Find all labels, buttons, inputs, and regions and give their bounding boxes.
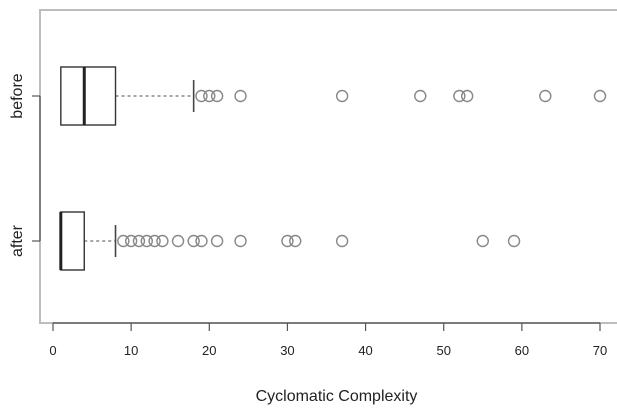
x-tick-label: 30 [280,343,294,358]
outlier-point-before-6 [453,89,466,103]
x-tick-label: 70 [593,343,607,358]
outlier-point-after-1 [124,234,138,248]
box-before [60,66,117,126]
outlier-point-after-8 [195,234,208,248]
outlier-point-after-13 [335,234,349,248]
outlier-point-after-7 [187,234,200,248]
outlier-point-after-14 [476,234,489,248]
outlier-point-before-9 [593,89,607,103]
outlier-point-after-3 [140,234,153,248]
x-tick-label: 10 [124,343,138,358]
outlier-point-after-6 [171,234,185,248]
outlier-point-after-11 [281,234,294,248]
outlier-point-before-7 [460,89,474,103]
x-tick-label: 40 [358,343,372,358]
x-axis: 0 10 20 30 40 50 60 70 [49,322,607,358]
outlier-point-after-2 [132,234,146,248]
x-tick-label: 20 [202,343,216,358]
outlier-point-after-10 [234,234,247,248]
outlier-point-after-5 [156,234,169,248]
outlier-point-after-15 [507,234,521,248]
x-tick-label: 50 [436,343,450,358]
x-axis-title: Cyclomatic Complexity [256,388,418,405]
series-before [60,66,607,126]
y-axis: before after [9,73,41,257]
plot-frame [39,9,617,324]
outlier-point-before-3 [234,89,247,103]
outlier-point-before-4 [335,89,349,103]
chart-marks [59,66,607,271]
outlier-point-after-4 [148,234,161,248]
outlier-point-before-8 [539,89,552,103]
outlier-point-after-12 [289,234,302,248]
outlier-point-after-9 [210,234,224,248]
x-tick-label: 60 [515,343,529,358]
outlier-point-before-1 [203,89,216,103]
y-tick-label: before [9,73,26,118]
y-tick-label: after [9,224,26,257]
outlier-point-before-2 [210,89,224,103]
x-tick-label: 0 [49,343,56,358]
outlier-point-before-5 [414,89,427,103]
outlier-point-before-0 [195,89,208,103]
box-after [60,211,85,271]
outlier-point-after-0 [117,234,130,248]
series-after [59,211,521,271]
